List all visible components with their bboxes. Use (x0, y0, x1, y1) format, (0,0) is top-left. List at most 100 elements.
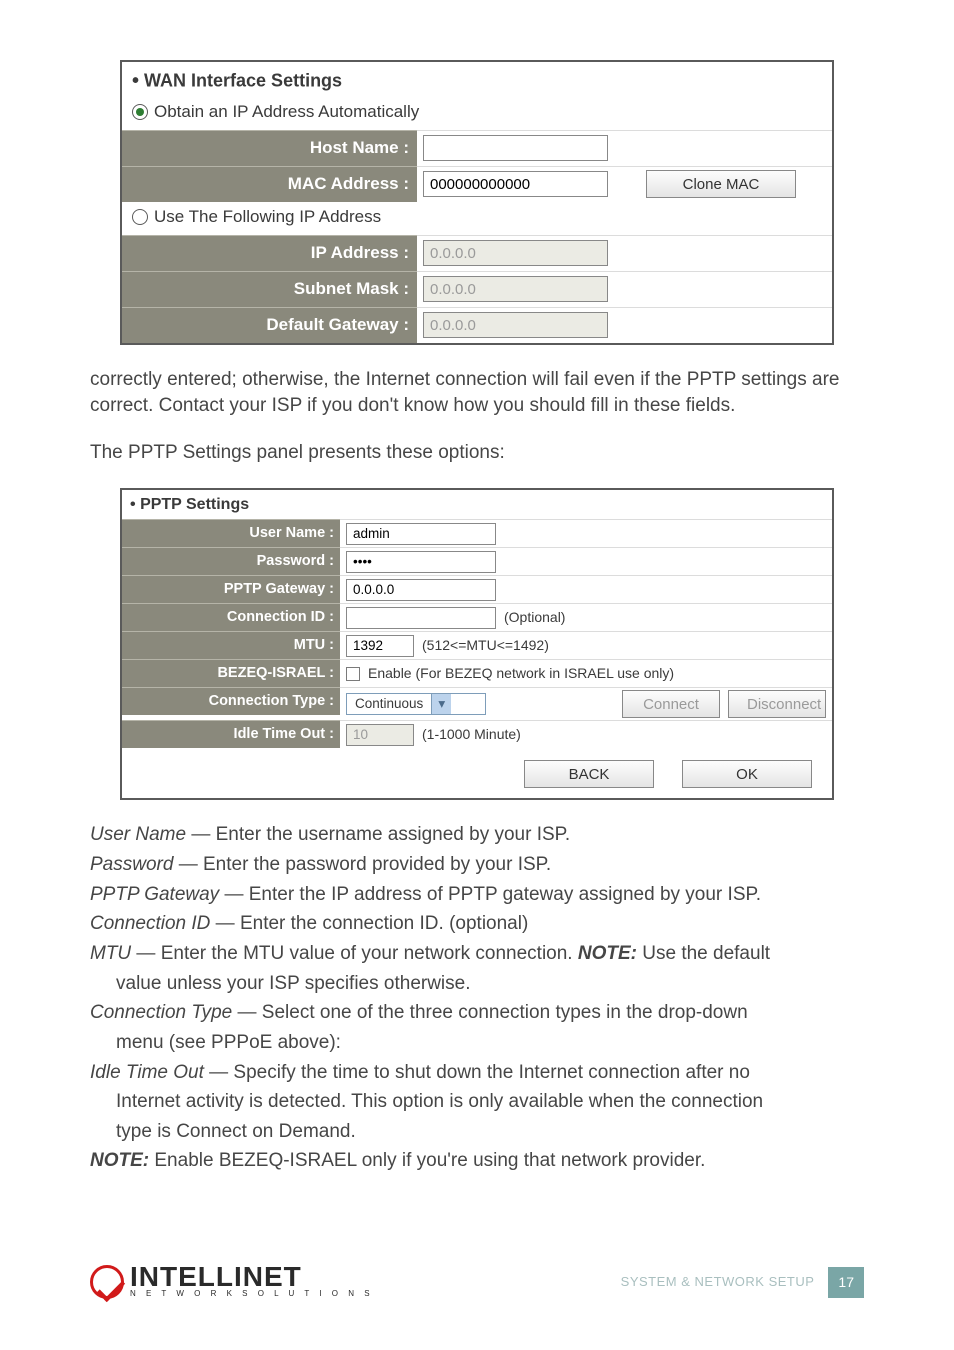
radio-selected-icon (132, 104, 148, 120)
desc-pass-body: — Enter the password provided by your IS… (173, 854, 551, 875)
radio-unselected-icon (132, 209, 148, 225)
desc-ctype-body1: — Select one of the three connection typ… (232, 1002, 747, 1023)
desc-mtu-body3: value unless your ISP specifies otherwis… (90, 971, 864, 997)
pptp-idle-input (346, 724, 414, 746)
pptp-bezeq-checkbox[interactable] (346, 667, 360, 681)
desc-conn-term: Connection ID (90, 913, 210, 934)
default-gateway-input (423, 312, 608, 338)
pptp-gateway-label: PPTP Gateway : (122, 575, 340, 603)
pptp-connid-hint: (Optional) (504, 608, 565, 627)
desc-idle-term: Idle Time Out (90, 1062, 204, 1083)
pptp-mtu-row: MTU : (512<=MTU<=1492) (122, 631, 832, 659)
host-name-row: Host Name : (122, 130, 832, 166)
desc-mtu-body2: Use the default (637, 943, 770, 964)
pptp-idle-row: Idle Time Out : (1-1000 Minute) (122, 720, 832, 748)
section-label: SYSTEM & NETWORK SETUP (621, 1273, 815, 1291)
paragraph-1a: correctly entered; otherwise, the Intern… (90, 367, 864, 418)
pptp-mtu-label: MTU : (122, 631, 340, 659)
pptp-connid-label: Connection ID : (122, 603, 340, 631)
pptp-pass-label: Password : (122, 547, 340, 575)
desc-ctype-term: Connection Type (90, 1002, 232, 1023)
pptp-bezeq-label: BEZEQ-ISRAEL : (122, 659, 340, 687)
pptp-conntype-select[interactable]: Continuous ▾ (346, 693, 486, 715)
desc-note-body: Enable BEZEQ-ISRAEL only if you're using… (149, 1150, 705, 1171)
ip-address-row: IP Address : (122, 235, 832, 271)
pptp-pass-row: Password : (122, 547, 832, 575)
pptp-gateway-input[interactable] (346, 579, 496, 601)
default-gateway-row: Default Gateway : (122, 307, 832, 343)
pptp-bezeq-row: BEZEQ-ISRAEL : Enable (For BEZEQ network… (122, 659, 832, 687)
desc-pass-term: Password (90, 854, 173, 875)
pptp-connid-row: Connection ID : (Optional) (122, 603, 832, 631)
pptp-pass-input[interactable] (346, 551, 496, 573)
field-descriptions: User Name — Enter the username assigned … (90, 822, 864, 1174)
paragraph-1: correctly entered; otherwise, the Intern… (90, 367, 864, 418)
desc-ctype-body2: menu (see PPPoE above): (90, 1030, 864, 1056)
subnet-mask-label: Subnet Mask : (122, 271, 417, 307)
bullet-icon: • (132, 70, 139, 92)
pptp-disconnect-button: Disconnect (728, 690, 826, 718)
chevron-down-icon: ▾ (431, 694, 451, 714)
pptp-user-input[interactable] (346, 523, 496, 545)
mac-address-input[interactable] (423, 171, 608, 197)
desc-mtu-body1: — Enter the MTU value of your network co… (131, 943, 578, 964)
paragraph-1b: The PPTP Settings panel presents these o… (90, 440, 864, 466)
pptp-gateway-row: PPTP Gateway : (122, 575, 832, 603)
wan-option-static-label: Use The Following IP Address (154, 206, 381, 229)
pptp-settings-panel: • PPTP Settings User Name : Password : P… (120, 488, 834, 801)
pptp-idle-hint: (1-1000 Minute) (422, 725, 521, 744)
page-footer: INTELLINET N E T W O R K S O L U T I O N… (90, 1264, 864, 1300)
pptp-user-label: User Name : (122, 519, 340, 547)
pptp-conntype-label: Connection Type : (122, 687, 340, 715)
desc-mtu-note: NOTE: (578, 943, 637, 964)
check-circle-icon (90, 1265, 124, 1299)
brand-name: INTELLINET (130, 1264, 374, 1289)
wan-option-auto[interactable]: Obtain an IP Address Automatically (122, 97, 832, 130)
footer-right: SYSTEM & NETWORK SETUP 17 (621, 1267, 864, 1298)
wan-interface-panel: • WAN Interface Settings Obtain an IP Ad… (120, 60, 834, 345)
subnet-mask-row: Subnet Mask : (122, 271, 832, 307)
clone-mac-button[interactable]: Clone MAC (646, 170, 796, 198)
desc-note-term: NOTE: (90, 1150, 149, 1171)
default-gateway-label: Default Gateway : (122, 307, 417, 343)
desc-idle-body1: — Specify the time to shut down the Inte… (204, 1062, 750, 1083)
desc-gw-term: PPTP Gateway (90, 884, 219, 905)
pptp-conntype-row: Connection Type : Continuous ▾ Connect D… (122, 687, 832, 720)
subnet-mask-input (423, 276, 608, 302)
pptp-title: PPTP Settings (140, 496, 249, 513)
host-name-label: Host Name : (122, 130, 417, 166)
desc-conn-body: — Enter the connection ID. (optional) (210, 913, 528, 934)
ip-address-input (423, 240, 608, 266)
desc-idle-body3: type is Connect on Demand. (90, 1119, 864, 1145)
back-button[interactable]: BACK (524, 760, 654, 788)
pptp-connid-input[interactable] (346, 607, 496, 629)
wan-title-row: • WAN Interface Settings (122, 62, 832, 97)
pptp-mtu-hint: (512<=MTU<=1492) (422, 636, 549, 655)
host-name-input[interactable] (423, 135, 608, 161)
wan-title: WAN Interface Settings (144, 70, 342, 90)
wan-option-static[interactable]: Use The Following IP Address (122, 202, 832, 235)
desc-user-body: — Enter the username assigned by your IS… (186, 824, 570, 845)
pptp-user-row: User Name : (122, 519, 832, 547)
ok-button[interactable]: OK (682, 760, 812, 788)
ip-address-label: IP Address : (122, 235, 417, 271)
pptp-actions: BACK OK (122, 748, 832, 798)
brand-sub: N E T W O R K S O L U T I O N S (130, 1289, 374, 1300)
desc-gw-body: — Enter the IP address of PPTP gateway a… (219, 884, 761, 905)
mac-address-label: MAC Address : (122, 166, 417, 202)
brand-logo: INTELLINET N E T W O R K S O L U T I O N… (90, 1264, 374, 1300)
pptp-connect-button: Connect (622, 690, 720, 718)
paragraph-2: The PPTP Settings panel presents these o… (90, 440, 864, 466)
pptp-mtu-input[interactable] (346, 635, 414, 657)
page-number: 17 (828, 1267, 864, 1298)
bullet-icon: • (130, 496, 136, 513)
pptp-idle-label: Idle Time Out : (122, 720, 340, 748)
desc-user-term: User Name (90, 824, 186, 845)
desc-idle-body2: Internet activity is detected. This opti… (90, 1089, 864, 1115)
desc-mtu-term: MTU (90, 943, 131, 964)
pptp-title-row: • PPTP Settings (122, 490, 832, 520)
pptp-bezeq-text: Enable (For BEZEQ network in ISRAEL use … (368, 664, 674, 683)
pptp-conntype-value: Continuous (347, 695, 431, 713)
mac-address-row: MAC Address : Clone MAC (122, 166, 832, 202)
wan-option-auto-label: Obtain an IP Address Automatically (154, 101, 419, 124)
